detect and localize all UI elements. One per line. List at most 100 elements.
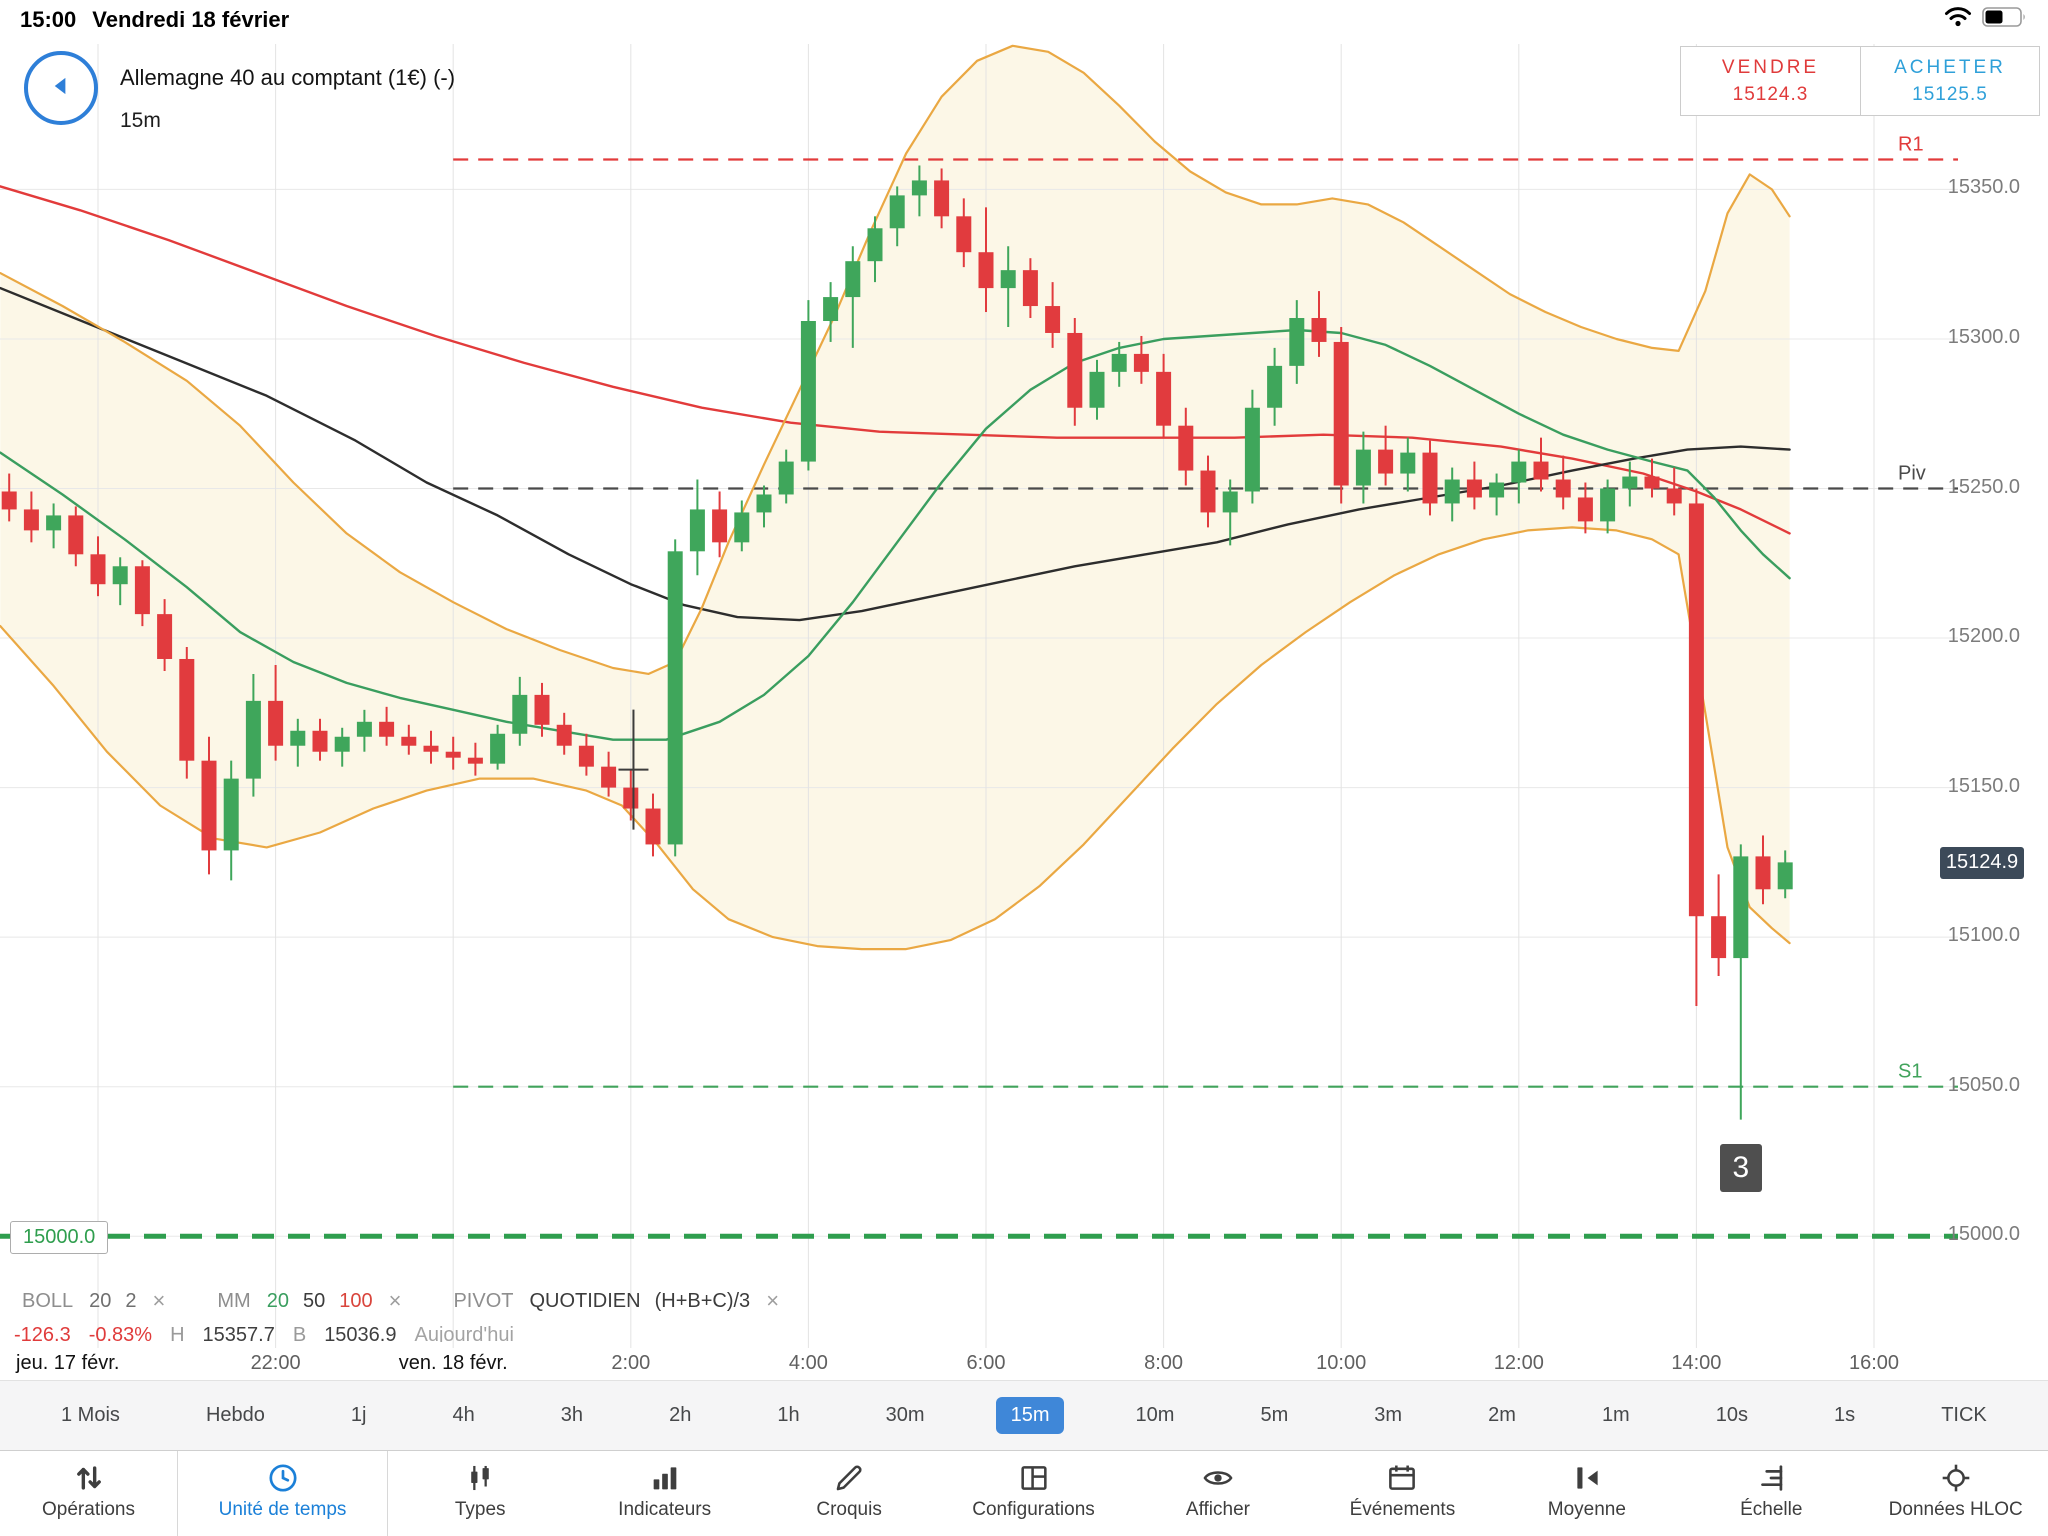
- timeframe-1h[interactable]: 1h: [777, 1404, 800, 1426]
- stat-b: B: [292, 1324, 307, 1342]
- stat-15036-9: 15036.9: [324, 1324, 397, 1342]
- status-date: Vendredi 18 février: [92, 7, 290, 32]
- position-marker-badge[interactable]: 3: [1719, 1144, 1762, 1192]
- stat-0-83: -0.83%: [88, 1324, 153, 1342]
- status-time: 15:00: [20, 7, 77, 32]
- timeframe-1j[interactable]: 1j: [350, 1404, 367, 1426]
- toolbar-label-indicateurs: Indicateurs: [618, 1499, 712, 1520]
- timeframe-30m[interactable]: 30m: [885, 1404, 925, 1426]
- toolbar-moyenne[interactable]: Moyenne: [1495, 1451, 1679, 1536]
- toolbar-label-croquis: Croquis: [816, 1499, 882, 1520]
- battery-icon: [1982, 6, 2028, 34]
- timeframe-5m[interactable]: 5m: [1260, 1404, 1289, 1426]
- chart-area[interactable]: R1 Piv S1 15350.0 15300.0 15250.0 15200.0 1515…: [0, 0, 2048, 1380]
- legend-group-boll: BOLL 20 2 ×: [22, 1288, 165, 1314]
- toolbar-label-operations: Opérations: [42, 1499, 135, 1520]
- legend-param: 2: [125, 1289, 137, 1312]
- buy-label: ACHETER: [1894, 56, 2006, 78]
- timeframe-3m[interactable]: 3m: [1374, 1404, 1403, 1426]
- stat-h: H: [170, 1324, 185, 1342]
- toolbar-unite-de-temps[interactable]: Unité de temps: [178, 1451, 388, 1536]
- legend-param: (H+B+C)/3: [654, 1289, 751, 1312]
- chart-interval-label: 15m: [120, 109, 161, 132]
- stat-15357-7: 15357.7: [202, 1324, 275, 1342]
- trade-buttons: VENDRE 15124.3 ACHETER 15125.5: [1680, 46, 2040, 116]
- toolbar-configurations[interactable]: Configurations: [941, 1451, 1125, 1536]
- svg-text:S1: S1: [1898, 1061, 1922, 1083]
- toolbar-evenements[interactable]: Événements: [1310, 1451, 1494, 1536]
- toolbar-donnees-hloc[interactable]: Données HLOC: [1864, 1451, 2048, 1536]
- bottom-toolbar: Opérations Unité de temps Types Indicateurs…: [0, 1450, 2048, 1536]
- buy-button[interactable]: ACHETER 15125.5: [1860, 47, 2039, 115]
- legend-mm-label: MM: [217, 1289, 251, 1312]
- candlestick-chart[interactable]: R1 Piv S1: [0, 0, 2048, 1380]
- toolbar-echelle[interactable]: Échelle: [1679, 1451, 1863, 1536]
- chart-header: Allemagne 40 au comptant (1€) (-) 15m: [24, 51, 455, 134]
- stat-aujourd-hui: Aujourd'hui: [414, 1324, 514, 1342]
- toolbar-types[interactable]: Types: [388, 1451, 572, 1536]
- timeframe-2h[interactable]: 2h: [669, 1404, 692, 1426]
- legend-param: 20: [266, 1289, 289, 1312]
- calendar-icon: [1385, 1459, 1419, 1497]
- timeframe-1s[interactable]: 1s: [1834, 1404, 1856, 1426]
- toolbar-label-types: Types: [454, 1499, 506, 1520]
- price-level-label: 15000.0: [10, 1221, 109, 1254]
- buy-price: 15125.5: [1912, 83, 1988, 105]
- legend-param: 50: [302, 1289, 326, 1312]
- toolbar-indicateurs[interactable]: Indicateurs: [572, 1451, 756, 1536]
- status-bar: 15:00 Vendredi 18 février: [0, 0, 2048, 40]
- sell-label: VENDRE: [1721, 56, 1820, 78]
- toolbar-croquis[interactable]: Croquis: [757, 1451, 941, 1536]
- timeframe-2m[interactable]: 2m: [1488, 1404, 1516, 1426]
- target-icon: [1939, 1459, 1973, 1497]
- legend-group-mm: MM 20 50 100 ×: [217, 1288, 401, 1314]
- sell-button[interactable]: VENDRE 15124.3: [1681, 47, 1860, 115]
- timeframe-10m[interactable]: 10m: [1135, 1404, 1175, 1426]
- legend-mm-close-icon[interactable]: ×: [388, 1288, 402, 1313]
- header-text: Allemagne 40 au comptant (1€) (-) 15m: [120, 51, 455, 134]
- timeframe-selector: 1 Mois Hebdo 1j 4h 3h 2h 1h 30m 15m 10m 5m 3m 2m 1m 10…: [0, 1380, 2048, 1450]
- stats-row: -126.3 -0.83% H 15357.7 B 15036.9 Aujourd'hui: [14, 1322, 514, 1342]
- timeframe-15m[interactable]: 15m: [995, 1397, 1065, 1434]
- legend-boll-close-icon[interactable]: ×: [152, 1288, 166, 1313]
- timeframe-4h[interactable]: 4h: [452, 1404, 475, 1426]
- current-price-badge: 15124.9: [1940, 846, 2024, 879]
- legend-boll-label: BOLL: [22, 1289, 74, 1312]
- timeframe-10s[interactable]: 10s: [1715, 1404, 1749, 1426]
- timeframe-hebdo[interactable]: Hebdo: [205, 1404, 265, 1426]
- wifi-icon: [1944, 6, 1972, 34]
- timeframe-1-mois[interactable]: 1 Mois: [61, 1404, 120, 1426]
- back-button[interactable]: [24, 51, 98, 125]
- instrument-title: Allemagne 40 au comptant (1€) (-): [120, 65, 456, 90]
- toolbar-afficher[interactable]: Afficher: [1126, 1451, 1310, 1536]
- layout-icon: [1017, 1459, 1051, 1497]
- indicator-legend: BOLL 20 2 × MM 20 50 100 × PIVOT QUOTIDIEN (H+B+C)/…: [22, 1288, 831, 1314]
- timeframe-3h[interactable]: 3h: [560, 1404, 584, 1426]
- legend-param: 100: [339, 1289, 373, 1312]
- legend-group-pivot: PIVOT QUOTIDIEN (H+B+C)/3 ×: [453, 1288, 779, 1314]
- pencil-icon: [832, 1459, 866, 1497]
- operations-arrows-icon: [72, 1459, 106, 1497]
- toolbar-label-configurations: Configurations: [972, 1499, 1095, 1520]
- clock-icon: [266, 1459, 300, 1497]
- toolbar-label-unite-de-temps: Unité de temps: [218, 1499, 347, 1520]
- toolbar-label-donnees-hloc: Données HLOC: [1888, 1499, 2023, 1520]
- toolbar-operations[interactable]: Opérations: [0, 1451, 178, 1536]
- eye-icon: [1201, 1459, 1235, 1497]
- legend-param: QUOTIDIEN: [529, 1289, 641, 1312]
- chart-type-icon: [463, 1459, 497, 1497]
- toolbar-label-evenements: Événements: [1349, 1499, 1456, 1520]
- toolbar-label-afficher: Afficher: [1185, 1499, 1250, 1520]
- legend-pivot-label: PIVOT: [453, 1289, 514, 1312]
- status-icons: [1944, 6, 2028, 34]
- svg-text:Piv: Piv: [1898, 463, 1926, 485]
- average-icon: [1570, 1459, 1604, 1497]
- stat-126-3: -126.3: [14, 1324, 71, 1342]
- indicators-bars-icon: [648, 1459, 682, 1497]
- timeframe-tick[interactable]: TICK: [1941, 1404, 1987, 1426]
- legend-param: 20: [89, 1289, 112, 1312]
- legend-pivot-close-icon[interactable]: ×: [766, 1288, 780, 1313]
- timeframe-1m[interactable]: 1m: [1601, 1404, 1630, 1426]
- toolbar-label-moyenne: Moyenne: [1547, 1499, 1626, 1520]
